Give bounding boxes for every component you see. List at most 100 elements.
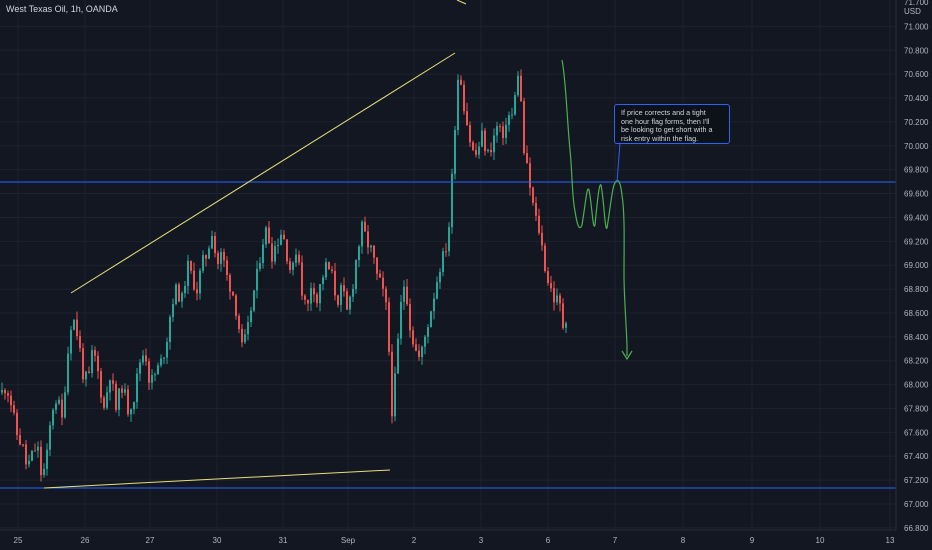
candle-body	[490, 149, 492, 153]
time-tick-label: 26	[81, 536, 90, 545]
candle-body	[280, 234, 282, 246]
candle-body	[76, 319, 78, 337]
price-tick-label: 69.000	[904, 261, 929, 270]
candle-body	[325, 262, 327, 278]
candle-body	[40, 446, 42, 476]
candle-body	[505, 124, 507, 138]
candle-body	[160, 358, 162, 366]
candle-body	[235, 295, 237, 316]
candle-body	[193, 270, 195, 290]
candle-body	[442, 251, 444, 272]
candle-body	[463, 84, 465, 112]
candle-body	[307, 299, 309, 304]
candle-body	[391, 351, 393, 417]
candle-body	[502, 126, 504, 138]
candle-body	[517, 75, 519, 96]
candle-body	[388, 302, 390, 352]
candle-body	[85, 371, 87, 380]
price-axis[interactable]: 71.000 70.800 70.600 70.400 70.200 70.000 69.8…	[895, 0, 929, 533]
candle-body	[229, 275, 231, 292]
time-tick-label: 3	[479, 536, 484, 545]
annotation-line-4: risk entry within the flag.	[621, 133, 699, 143]
projection-path[interactable]	[561, 59, 628, 356]
candle-body	[154, 374, 156, 376]
candle-body	[310, 288, 312, 304]
candle-body	[553, 288, 555, 303]
candle-body	[205, 255, 207, 259]
price-tick-label: 70.400	[904, 94, 929, 103]
candle-body	[262, 244, 264, 264]
candle-body	[304, 295, 306, 300]
candle-body	[478, 146, 480, 155]
chart-grid	[0, 0, 896, 530]
candle-body	[484, 130, 486, 152]
candle-body	[334, 270, 336, 296]
candle-body	[112, 380, 114, 384]
annotation-callout[interactable]: If price corrects and a tight one hour f…	[614, 104, 730, 144]
candle-body	[544, 245, 546, 272]
candle-body	[4, 390, 6, 394]
candle-body	[319, 284, 321, 304]
candle-body	[487, 149, 489, 152]
candle-body	[49, 425, 51, 450]
lower-trend-line[interactable]	[43, 469, 391, 489]
annotation-line-2: one hour flag forms, then I'll	[621, 116, 710, 126]
candle-body	[499, 126, 501, 128]
candle-body	[106, 392, 108, 408]
price-tick-label: 67.800	[904, 404, 929, 413]
candle-body	[91, 350, 93, 373]
candle-body	[43, 468, 45, 476]
candle-body	[103, 397, 105, 408]
candle-body	[547, 271, 549, 284]
price-top-label: 71.700	[904, 0, 929, 7]
candle-body	[10, 395, 12, 406]
candle-body	[298, 254, 300, 263]
time-tick-label: 25	[14, 536, 23, 545]
candle-body	[415, 344, 417, 351]
candle-body	[562, 303, 564, 328]
offscreen-trend-line-stub	[456, 0, 467, 5]
candle-body	[148, 361, 150, 383]
annotation-connector	[616, 142, 621, 183]
candle-body	[469, 125, 471, 143]
candle-body	[436, 282, 438, 299]
price-tick-label: 68.600	[904, 309, 929, 318]
candle-body	[172, 304, 174, 317]
candle-body	[292, 262, 294, 270]
candle-body	[556, 295, 558, 303]
candle-body	[178, 284, 180, 302]
candle-body	[316, 294, 318, 304]
candle-body	[448, 227, 450, 252]
candle-body	[493, 135, 495, 153]
candle-body	[25, 444, 27, 465]
candle-body	[457, 79, 459, 131]
candle-body	[52, 409, 54, 426]
candle-body	[343, 285, 345, 292]
candle-body	[559, 295, 561, 304]
candle-body	[373, 245, 375, 258]
time-tick-label: 9	[750, 536, 755, 545]
candle-body	[97, 355, 99, 372]
candle-body	[1, 390, 3, 393]
candle-body	[508, 115, 510, 125]
candle-body	[238, 315, 240, 329]
candle-body	[109, 380, 111, 393]
candle-body	[295, 254, 297, 263]
candle-body	[58, 399, 60, 404]
time-axis[interactable]: 25 26 27 30 31 Sep 2 3 6 7 8 9 10 13	[0, 529, 896, 545]
candle-body	[46, 449, 48, 469]
candle-body	[211, 236, 213, 249]
price-tick-label: 70.600	[904, 70, 929, 79]
price-tick-label: 71.000	[904, 22, 929, 31]
candle-body	[55, 403, 57, 410]
upper-trend-line[interactable]	[70, 52, 456, 294]
candle-body	[382, 277, 384, 289]
currency-label: USD	[904, 7, 921, 16]
candle-body	[526, 153, 528, 164]
candle-body	[124, 389, 126, 393]
candle-body	[241, 328, 243, 343]
candle-body	[166, 341, 168, 358]
candle-body	[352, 288, 354, 297]
